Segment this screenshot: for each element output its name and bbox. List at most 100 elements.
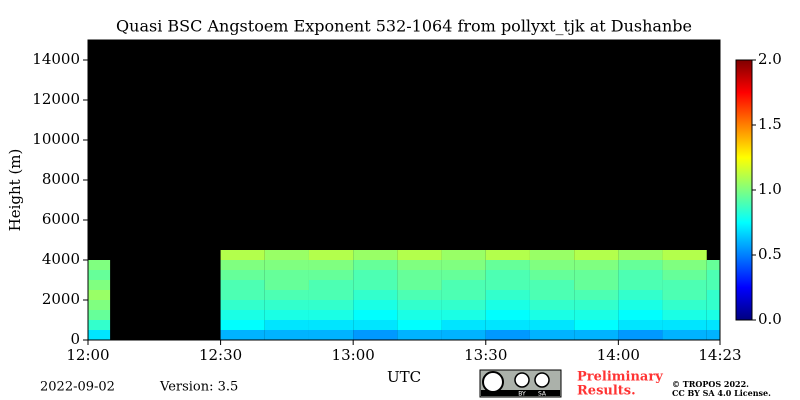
x-tick-label: 13:30 (464, 346, 507, 364)
preliminary: Results. (577, 384, 636, 399)
heatmap-cell (397, 290, 442, 300)
y-tick-label: 14000 (32, 50, 80, 68)
heatmap-cell (308, 260, 354, 270)
heatmap-cell (485, 270, 530, 280)
heatmap-cell (529, 260, 575, 270)
plot-frame (87, 39, 721, 341)
heatmap-cell (574, 250, 619, 260)
heatmap-cell (574, 310, 619, 320)
y-tick-label: 6000 (42, 210, 80, 228)
heatmap-cell (308, 290, 354, 300)
y-tick-label: 12000 (32, 90, 80, 108)
heatmap-cell (706, 270, 720, 280)
heatmap-cell (353, 250, 398, 260)
heatmap-cell (574, 280, 619, 290)
heatmap-cell (397, 300, 442, 310)
heatmap-cell (397, 320, 442, 330)
preliminary: Preliminary (577, 370, 663, 385)
colorbar-tick-label: 0.5 (758, 245, 782, 263)
license-icon: BY SA (479, 369, 562, 398)
heatmap-cell (441, 330, 486, 340)
heatmap-cell (308, 280, 354, 290)
colorbar: 0.0 0.5 1.0 1.5 2.0 (735, 50, 782, 328)
heatmap-cell (441, 250, 486, 260)
heatmap-cell (220, 290, 265, 300)
heatmap-cell (706, 280, 720, 290)
heatmap-cell (88, 330, 111, 340)
heatmap-cell (574, 270, 619, 280)
heatmap-cell (88, 270, 111, 280)
heatmap-cell (308, 270, 354, 280)
copyright: © TROPOS 2022. (672, 379, 749, 389)
heatmap-cell (220, 280, 265, 290)
chart-title: Quasi BSC Angstoem Exponent 532-1064 fro… (116, 17, 692, 36)
heatmap-cell (397, 310, 442, 320)
heatmap-cell (353, 290, 398, 300)
colorbar-tick-label: 1.5 (758, 115, 782, 133)
heatmap-cell (485, 290, 530, 300)
heatmap-cell (618, 270, 663, 280)
heatmap-cell (618, 280, 663, 290)
heatmap-cell (353, 270, 398, 280)
heatmap-cell (397, 250, 442, 260)
heatmap-cell (264, 260, 309, 270)
x-tick-label: 14:00 (597, 346, 640, 364)
heatmap-cell (88, 290, 111, 300)
heatmap-cell (88, 260, 111, 270)
y-tick-label: 10000 (32, 130, 80, 148)
heatmap-cell (618, 320, 663, 330)
heatmap-cell (618, 310, 663, 320)
heatmap-cell (618, 260, 663, 270)
icon-cc (482, 371, 504, 393)
heatmap-cell (662, 300, 707, 310)
heatmap-cell (88, 320, 111, 330)
heatmap-cell (220, 270, 265, 280)
heatmap-cell (441, 300, 486, 310)
y-tick-label: 0 (70, 330, 80, 348)
heatmap-cell (574, 320, 619, 330)
license: CC BY SA 4.0 License. (672, 388, 771, 398)
heatmap-cell (662, 280, 707, 290)
icon-sa-text: SA (538, 391, 547, 398)
heatmap-cell (397, 280, 442, 290)
plot-area: 12:00 12:30 13:00 13:30 14:00 14:23 0 2000 4000 6… (32, 39, 742, 364)
heatmap-cell (529, 290, 575, 300)
heatmap-cell (353, 310, 398, 320)
heatmap-cell (529, 330, 575, 340)
heatmap-cell (308, 330, 354, 340)
heatmap-cell (308, 320, 354, 330)
version: Version: 3.5 (159, 380, 238, 395)
colorbar-tick-label: 1.0 (758, 180, 782, 198)
heatmap-cell (353, 280, 398, 290)
heatmap-cell (353, 260, 398, 270)
heatmap-cell (662, 250, 707, 260)
y-tick-label: 2000 (42, 290, 80, 308)
heatmap-cell (220, 250, 265, 260)
heatmap-cell (220, 300, 265, 310)
heatmap-cell (529, 300, 575, 310)
heatmap-cell (264, 290, 309, 300)
heatmap-cell (706, 300, 720, 310)
colorbar-tick-label: 0.0 (758, 310, 782, 328)
heatmap-cell (308, 300, 354, 310)
heatmap-cell (264, 250, 309, 260)
heatmap-cell (574, 330, 619, 340)
heatmap-cell (618, 330, 663, 340)
heatmap-cell (485, 300, 530, 310)
heatmap-cell (485, 320, 530, 330)
heatmap-cell (706, 320, 720, 330)
heatmap-cell (264, 310, 309, 320)
heatmap-cell (485, 260, 530, 270)
heatmap-cell (485, 280, 530, 290)
x-tick-label: 12:00 (66, 346, 109, 364)
heatmap-cell (308, 310, 354, 320)
heatmap-cell (264, 320, 309, 330)
heatmap-cell (662, 270, 707, 280)
heatmap-cell (397, 270, 442, 280)
heatmap-cell (706, 330, 720, 340)
heatmap-cell (574, 290, 619, 300)
heatmap-cell (529, 250, 575, 260)
heatmap-cell (353, 300, 398, 310)
heatmap-cell (529, 270, 575, 280)
